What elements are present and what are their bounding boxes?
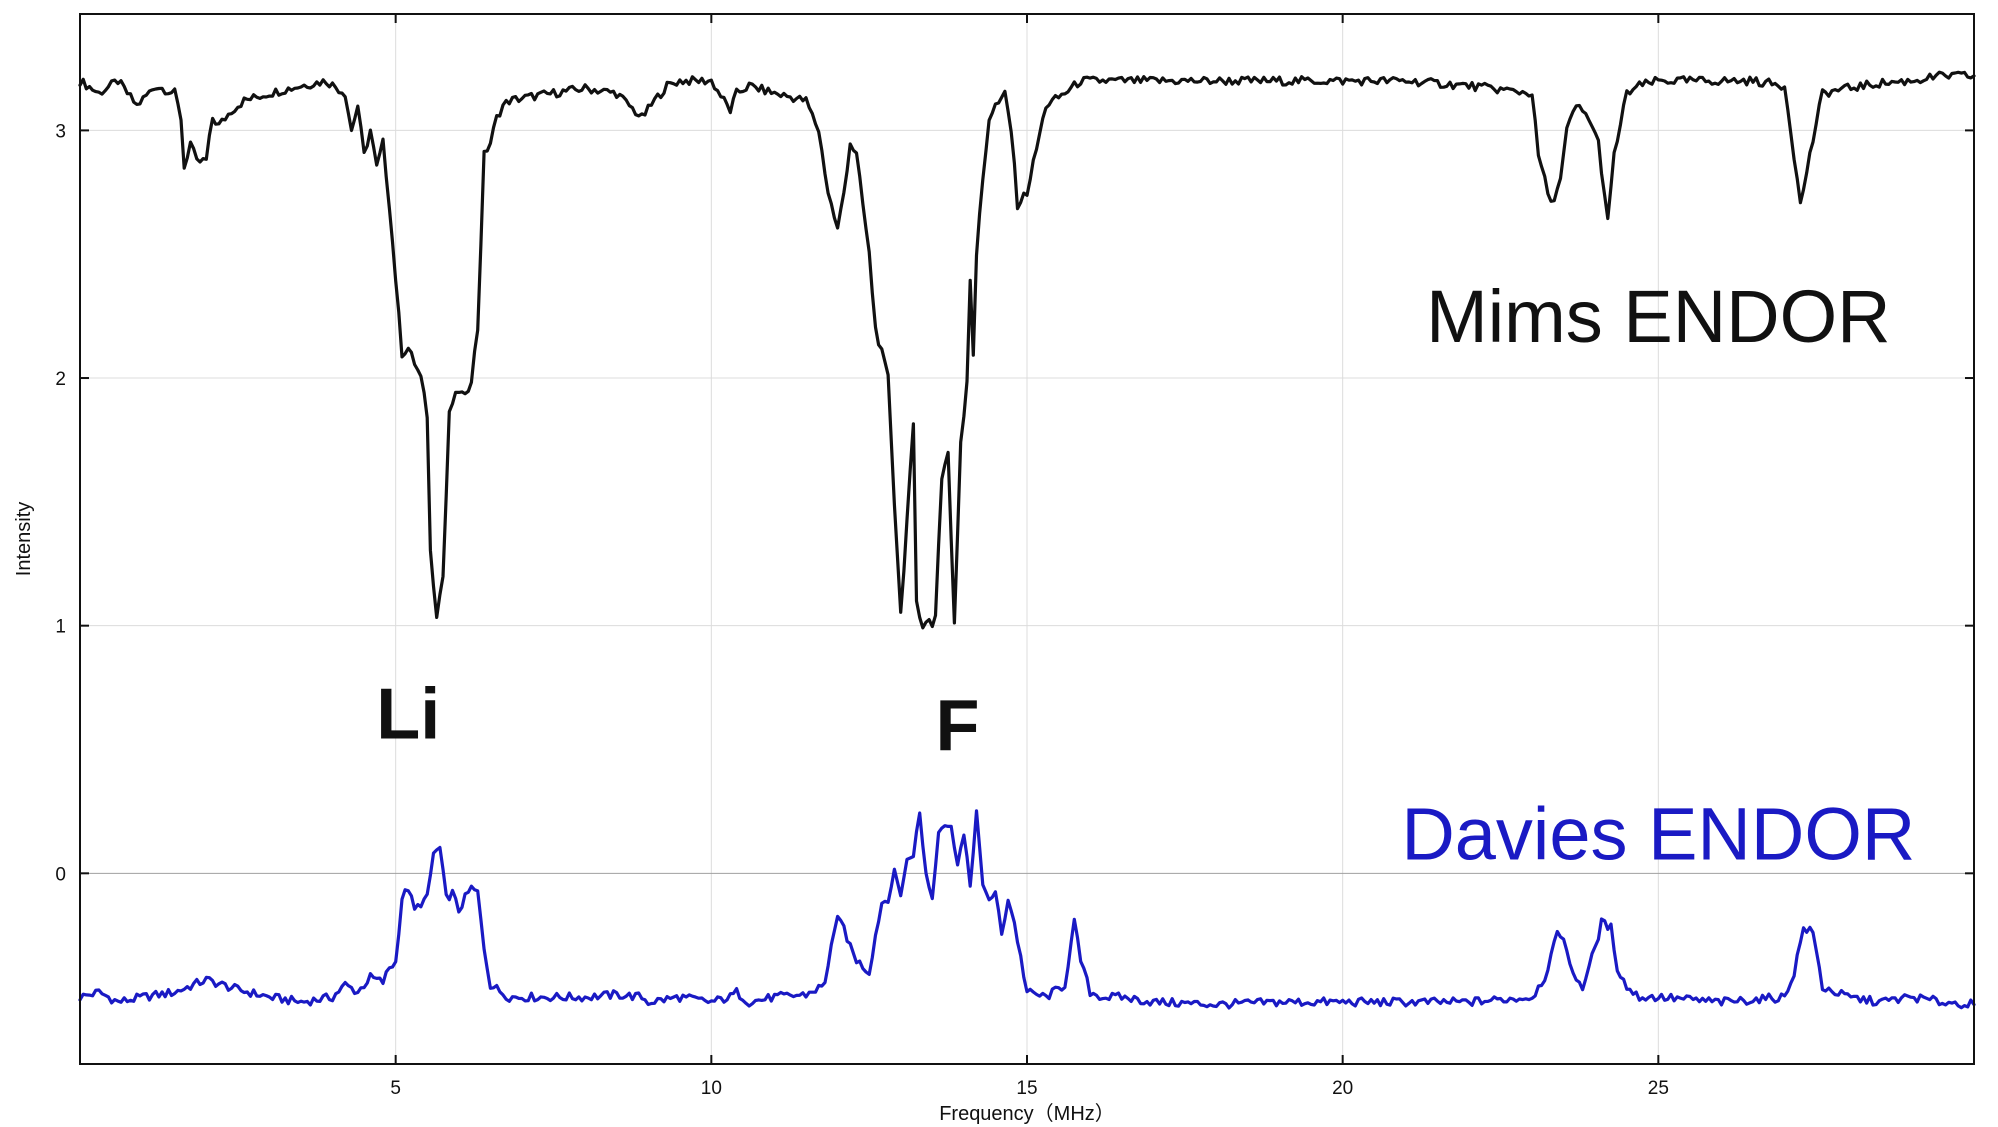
x-tick-label: 15 [1016,1078,1037,1099]
mims-endor-line [78,70,1976,630]
x-tick-label: 10 [701,1078,722,1099]
y-tick-label: 1 [55,617,66,638]
x-axis-title: Frequency（MHz） [939,1102,1115,1125]
davies-endor-line [78,809,1976,1010]
y-tick-label: 0 [55,864,66,885]
x-tick-label: 5 [390,1078,401,1099]
li-peak-label: Li [376,674,440,754]
y-axis-title: Intensity [13,502,35,576]
x-tick-label: 25 [1648,1078,1669,1099]
davies-endor-label: Davies ENDOR [1401,793,1915,876]
series-lines [78,70,1976,1010]
y-tick-label: 3 [55,121,66,142]
axis-ticks: 5 10 15 20 25 0 1 2 3 [55,14,1974,1099]
f-peak-label: F [936,687,980,767]
y-tick-label: 2 [55,369,66,390]
x-tick-label: 20 [1332,1078,1353,1099]
mims-endor-label: Mims ENDOR [1426,275,1891,358]
grid [80,14,1974,1064]
